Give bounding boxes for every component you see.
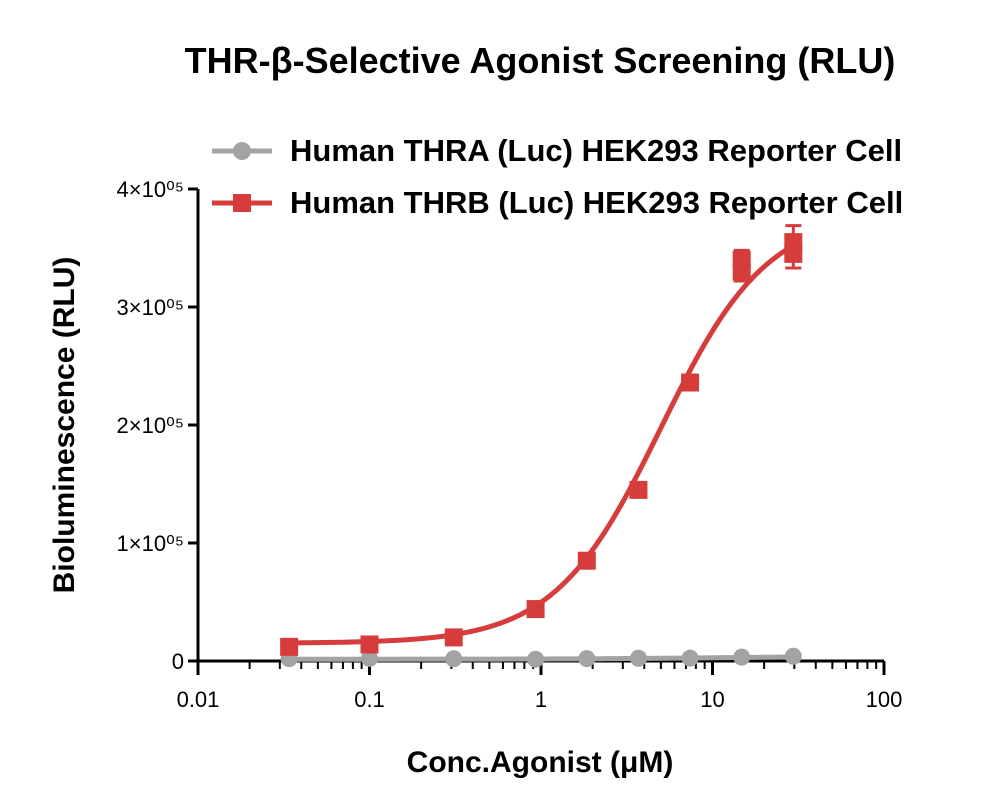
data-point — [681, 373, 700, 392]
x-tick-label: 100 — [866, 687, 903, 712]
chart-title: THR-β-Selective Agonist Screening (RLU) — [184, 40, 896, 81]
series-thra — [280, 647, 802, 668]
series-thrb — [280, 224, 803, 656]
legend-label-thrb: Human THRB (Luc) HEK293 Reporter Cell — [290, 185, 904, 220]
fit-curve — [289, 243, 795, 646]
x-tick-label: 1 — [535, 687, 547, 712]
data-point — [527, 650, 545, 668]
legend-swatch-thrb — [212, 194, 272, 212]
data-point — [280, 637, 299, 656]
axes: 0 1×10⁰⁵ 2×10⁰⁵ 3×10⁰⁵ 4×10⁰⁵ 0.01 0.1 1 10 100 — [117, 177, 903, 712]
y-tick-label: 1×10⁰⁵ — [117, 531, 185, 556]
data-point — [526, 600, 545, 619]
x-axis-title: Conc.Agonist (μM) — [407, 746, 674, 779]
data-point — [629, 480, 648, 499]
y-tick-label: 4×10⁰⁵ — [117, 177, 185, 202]
y-tick-label: 2×10⁰⁵ — [117, 413, 185, 438]
data-point — [733, 648, 751, 666]
y-axis-title: Bioluminescence (RLU) — [48, 257, 81, 594]
y-tick-label: 3×10⁰⁵ — [117, 295, 185, 320]
legend-swatch-thra — [212, 142, 272, 160]
legend: Human THRA (Luc) HEK293 Reporter Cell Hu… — [210, 125, 903, 229]
y-tick-label: 0 — [172, 649, 184, 674]
data-point — [360, 635, 379, 654]
x-tick-label: 10 — [700, 687, 724, 712]
x-tick-label: 0.01 — [177, 687, 220, 712]
data-point — [629, 649, 647, 667]
data-point — [361, 649, 378, 667]
data-point — [445, 650, 463, 668]
data-point — [444, 628, 463, 647]
data-point — [784, 647, 802, 665]
legend-label-thra: Human THRA (Luc) HEK293 Reporter Cell — [290, 133, 903, 168]
series-layer — [280, 224, 803, 668]
data-point — [578, 650, 596, 668]
data-point — [732, 250, 751, 269]
data-point — [784, 233, 803, 252]
legend-entry-thra: Human THRA (Luc) HEK293 Reporter Cell — [210, 125, 903, 177]
x-tick-label: 0.1 — [354, 687, 385, 712]
data-point — [681, 649, 699, 667]
legend-entry-thrb: Human THRB (Luc) HEK293 Reporter Cell — [210, 177, 903, 229]
data-point — [577, 551, 596, 570]
